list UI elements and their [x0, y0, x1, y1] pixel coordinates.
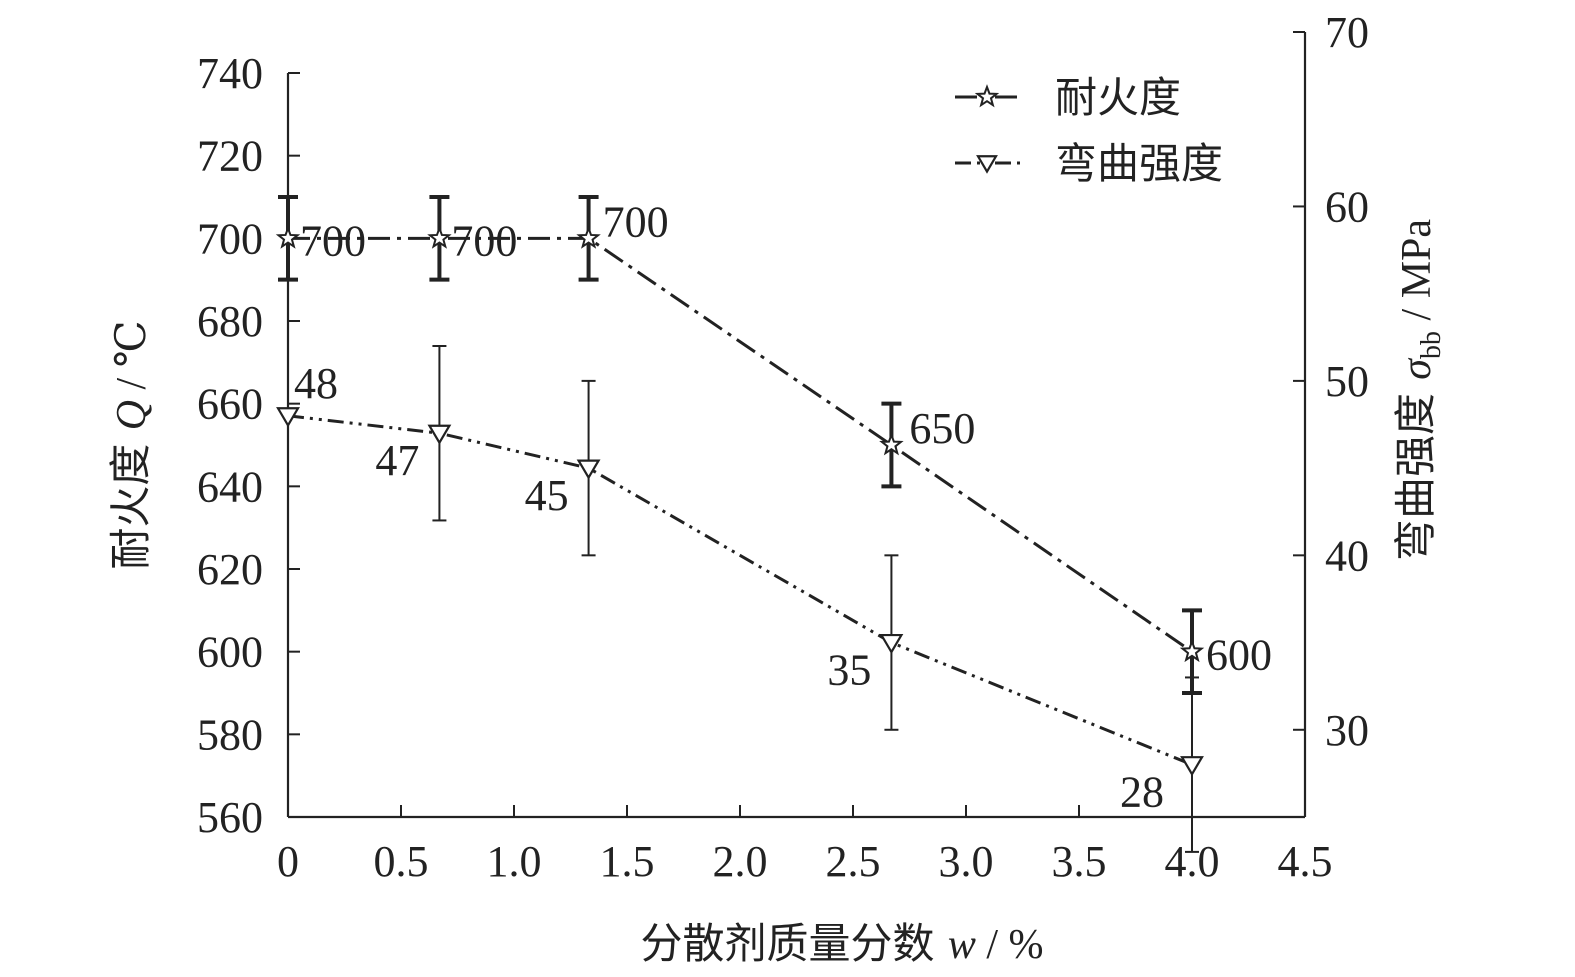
x-tick-label: 1.0	[487, 837, 542, 886]
y-left-tick-label: 740	[197, 49, 263, 98]
y-right-tick-label: 30	[1325, 706, 1369, 755]
legend-label-refractoriness: 耐火度	[1055, 73, 1181, 122]
y-left-axis-title-symbol: Q	[109, 400, 155, 430]
x-tick-label: 1.5	[600, 837, 655, 886]
axes: 0 0.5 1.0 1.5 2.0 2.5 3.0 3.5 4.0 4.5560580600620…	[197, 8, 1369, 886]
x-axis-title: 分散剂质量分数 w / %	[640, 919, 1043, 968]
x-tick-label: 0	[277, 837, 299, 886]
x-tick-label: 3.5	[1052, 837, 1107, 886]
y-right-tick-label: 60	[1325, 182, 1369, 231]
x-tick-label: 0.5	[374, 837, 429, 886]
point-refractoriness	[879, 432, 904, 456]
data-label-refractoriness: 600	[1206, 631, 1272, 680]
x-axis-title-unit: / %	[976, 922, 1044, 968]
y-right-axis-title-symbol: σ	[1394, 357, 1440, 380]
y-left-tick-label: 600	[197, 628, 263, 677]
y-right-axis-title-unit: / MPa	[1394, 219, 1440, 331]
data-label-bending-strength: 28	[1120, 768, 1164, 817]
legend: 耐火度 弯曲强度	[955, 73, 1223, 188]
data-label-refractoriness: 650	[909, 404, 975, 453]
y-left-axis-title-text: 耐火度	[106, 430, 155, 569]
x-tick-label: 2.5	[826, 837, 881, 886]
data-label-refractoriness: 700	[451, 216, 517, 265]
y-left-axis-title: 耐火度 Q / ℃	[106, 320, 155, 569]
point-bending-strength	[427, 424, 452, 445]
point-refractoriness	[275, 225, 301, 249]
data-label-bending-strength: 48	[294, 359, 338, 408]
point-refractoriness	[576, 225, 601, 249]
series-layer	[275, 195, 1205, 853]
y-left-tick-label: 580	[197, 710, 263, 759]
point-refractoriness	[427, 225, 452, 249]
y-left-tick-label: 660	[197, 380, 263, 429]
x-tick-label: 3.0	[939, 837, 994, 886]
data-labels: 700 700 700 650 600 48 47 45 35 28	[294, 197, 1272, 816]
x-tick-label: 4.5	[1278, 837, 1333, 886]
y-left-tick-label: 720	[197, 132, 263, 181]
legend-marker-refractoriness	[974, 84, 1000, 108]
point-bending-strength	[879, 633, 904, 655]
point-bending-strength	[576, 459, 601, 480]
y-left-axis-title-unit: / ℃	[109, 320, 155, 400]
y-right-axis-title-subscript: bb	[1416, 331, 1447, 359]
y-left-tick-label: 640	[197, 462, 263, 511]
y-right-axis-title-text: 弯曲强度	[1391, 380, 1440, 561]
data-label-refractoriness: 700	[300, 216, 366, 265]
legend-marker-bending-strength	[976, 155, 998, 174]
y-right-tick-label: 70	[1325, 8, 1369, 57]
y-right-axis-title: 弯曲强度 σbb / MPa	[1391, 219, 1447, 561]
y-right-tick-label: 40	[1325, 531, 1369, 580]
y-left-tick-label: 560	[197, 793, 263, 842]
legend-label-bending-strength: 弯曲强度	[1055, 139, 1223, 188]
x-tick-label: 2.0	[713, 837, 768, 886]
y-right-tick-label: 50	[1325, 357, 1369, 406]
x-axis-title-text: 分散剂质量分数	[640, 919, 947, 968]
y-left-tick-label: 620	[197, 545, 263, 594]
series-line-bending-strength	[287, 414, 1193, 767]
point-bending-strength	[276, 407, 300, 428]
y-left-tick-label: 680	[197, 297, 263, 346]
data-label-bending-strength: 45	[525, 471, 569, 520]
y-left-tick-label: 700	[197, 214, 263, 263]
data-label-bending-strength: 47	[375, 436, 419, 485]
data-label-refractoriness: 700	[603, 197, 669, 246]
series-line-refractoriness	[288, 236, 1193, 653]
axis-titles: 分散剂质量分数 w / % 耐火度 Q / ℃ 弯曲强度 σbb / MPa	[106, 219, 1447, 968]
point-refractoriness	[1179, 638, 1205, 663]
x-axis-title-symbol: w	[948, 922, 976, 968]
data-label-bending-strength: 35	[827, 646, 871, 695]
point-bending-strength	[1180, 756, 1204, 777]
